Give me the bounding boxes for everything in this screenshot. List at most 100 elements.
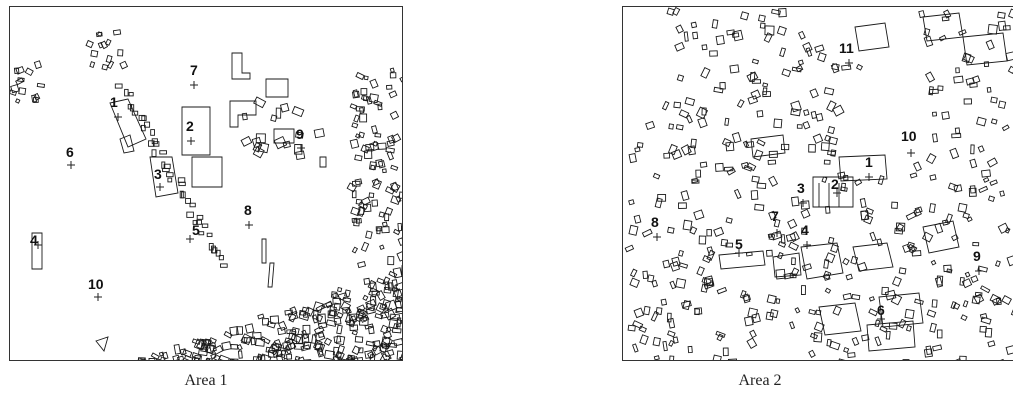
- building-footprint: [716, 286, 728, 295]
- building-footprint: [347, 354, 355, 360]
- building-footprint: [802, 41, 813, 53]
- building-footprint: [315, 304, 325, 312]
- building-footprint: [371, 344, 379, 352]
- building-footprint: [808, 349, 816, 358]
- building-footprint: [179, 190, 184, 199]
- building-footprint: [934, 276, 944, 288]
- building-footprint: [1001, 294, 1012, 306]
- point-marker: 1: [865, 154, 873, 181]
- building-footprint: [690, 21, 698, 29]
- building-footprint: [932, 111, 937, 117]
- building-footprint: [690, 138, 697, 149]
- building-footprint: [914, 206, 923, 214]
- building-footprint: [255, 353, 263, 360]
- building-footprint: [335, 335, 346, 346]
- building-footprint: [840, 182, 846, 192]
- building-footprint: [393, 288, 402, 300]
- map-area-2-canvas: 1 2 3 4 5 6 7 8 9 10 11: [624, 7, 1013, 360]
- building-footprint: [680, 144, 692, 156]
- building-footprint: [300, 344, 311, 352]
- map-area-1-canvas: 1 2 3 4 5 6 7 8 9 10: [10, 29, 402, 360]
- building-footprint: [960, 314, 968, 322]
- building-footprint: [261, 318, 270, 326]
- building-footprint: [374, 133, 382, 138]
- building-footprint: [764, 25, 775, 36]
- point-marker: 6: [877, 302, 885, 323]
- building-footprint: [701, 107, 707, 116]
- right-edge-buildings: [346, 67, 402, 269]
- building-footprint: [378, 211, 385, 218]
- building-footprint: [367, 279, 377, 290]
- building-footprint: [230, 344, 239, 350]
- point-label: 9: [296, 126, 304, 142]
- building-footprint: [964, 271, 971, 278]
- building-footprint: [746, 337, 758, 350]
- building-footprint: [128, 92, 134, 97]
- building-footprint: [924, 71, 936, 83]
- building-footprint: [330, 291, 337, 299]
- building-footprint: [832, 104, 845, 117]
- building-footprint: [632, 343, 639, 353]
- building-footprint: [357, 260, 367, 269]
- building-footprint: [977, 145, 985, 153]
- building-footprint: [363, 277, 371, 285]
- building-footprint: [135, 357, 147, 360]
- building-footprint: [824, 252, 836, 264]
- building-footprint: [279, 102, 290, 113]
- building-footprint: [369, 296, 377, 306]
- building-footprint: [703, 278, 714, 287]
- building-footprint: [317, 332, 325, 338]
- building-footprint: [285, 338, 296, 351]
- building-footprint: [881, 286, 889, 296]
- building-footprint: [392, 267, 402, 279]
- building-footprint: [800, 208, 811, 219]
- building-footprint: [682, 219, 693, 231]
- building-footprint: [800, 200, 810, 210]
- building-footprint: [365, 95, 373, 105]
- building-footprint: [651, 279, 659, 288]
- building-footprint: [779, 47, 787, 58]
- building-footprint: [277, 326, 286, 336]
- building-footprint: [662, 340, 668, 352]
- building-footprint: [1005, 344, 1013, 356]
- building-footprint: [980, 169, 992, 178]
- building-footprint: [996, 358, 1006, 360]
- building-footprint: [676, 74, 685, 82]
- building-footprint: [671, 256, 681, 267]
- building-footprint: [701, 44, 708, 51]
- building-footprint: [821, 176, 828, 183]
- building-footprint: [400, 226, 402, 231]
- building-footprint: [144, 121, 151, 128]
- building-footprint: [666, 7, 675, 16]
- building-footprint: [720, 238, 729, 247]
- building-footprint: [266, 320, 276, 329]
- building-footprint: [241, 336, 248, 345]
- point-marker: 8: [244, 202, 253, 229]
- building-footprint: [348, 313, 358, 321]
- building-footprint: [683, 31, 689, 42]
- building-footprint: [802, 120, 811, 130]
- building-footprint: [336, 311, 344, 319]
- building-footprint: [236, 326, 244, 335]
- building-footprint: [269, 315, 280, 324]
- building-footprint: [323, 337, 333, 346]
- building-footprint: [186, 211, 194, 218]
- building-footprint: [719, 82, 726, 90]
- building-footprint: [771, 230, 783, 241]
- building-footprint: [367, 325, 375, 335]
- building-footprint: [918, 10, 926, 19]
- building-footprint: [290, 333, 302, 344]
- building-footprint: [152, 141, 160, 147]
- building-footprint: [400, 265, 402, 276]
- building-footprint: [877, 175, 885, 186]
- building-footprint: [253, 96, 267, 109]
- building-footprint: [789, 321, 796, 330]
- building-footprint: [179, 348, 187, 356]
- building-footprint: [815, 113, 824, 122]
- building-footprint: [270, 114, 278, 123]
- building-footprint: [384, 206, 394, 216]
- building-footprint: [666, 312, 672, 323]
- building-footprint: [828, 136, 839, 146]
- building-footprint: [978, 185, 989, 194]
- point-marker: 7: [190, 62, 198, 89]
